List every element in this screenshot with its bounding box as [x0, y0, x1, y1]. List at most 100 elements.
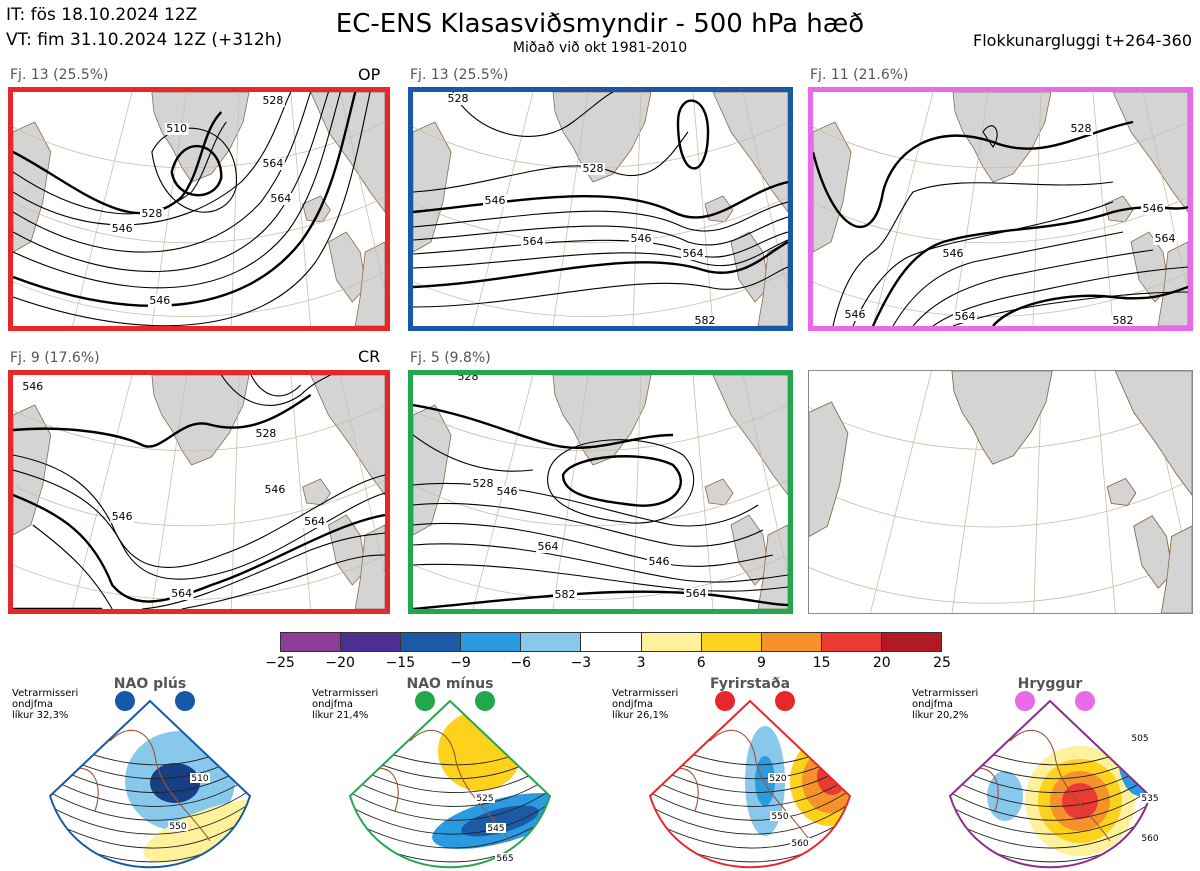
height-contour-major	[13, 394, 312, 448]
contour-label: 564	[304, 515, 325, 528]
contour-label: 510	[166, 122, 187, 135]
cluster-map-4: 546 528 546 546 564 564	[8, 370, 390, 614]
regime-note-line: ondjfma	[12, 699, 53, 710]
colorbar-tick-label: 20	[872, 655, 891, 671]
contour-label: 564	[955, 310, 976, 323]
graticule-line	[151, 375, 187, 609]
panel-4-tag: CR	[358, 347, 381, 366]
contour-label-bg	[139, 208, 164, 220]
graticule-line	[632, 92, 642, 326]
graticule-line	[632, 375, 642, 609]
contour-label: 546	[631, 232, 652, 245]
contour-label: 528	[458, 375, 479, 383]
height-contour	[13, 92, 292, 226]
graticule-line	[13, 554, 385, 600]
height-contour	[413, 216, 788, 246]
colorbar-cell	[401, 633, 462, 651]
regime-note: Vetrarmisseri ondjfma líkur 21,4%	[312, 688, 378, 721]
regime-frame	[348, 699, 552, 869]
regime-map: 505 535 560	[948, 691, 1160, 869]
regime-marker-dot	[175, 691, 195, 711]
graticule-line	[13, 404, 385, 452]
regime-4: 505 535 560 Hryggur Vetrarmisseri ondjfma líku…	[900, 676, 1200, 871]
height-contour	[413, 502, 764, 547]
height-contour	[832, 181, 1114, 326]
height-contour	[952, 291, 1188, 326]
regime-note-line: ondjfma	[612, 699, 653, 710]
graticule-line	[230, 92, 240, 326]
empty-map-panel	[808, 370, 1193, 614]
regime-contour	[50, 782, 250, 821]
landmass	[809, 401, 849, 537]
graticule-line	[742, 375, 788, 576]
page-title: EC-ENS Klasasviðsmyndir - 500 hPa hæð	[335, 9, 865, 39]
height-contour	[982, 125, 998, 148]
colorbar-tick-label: 15	[812, 655, 831, 671]
regime-marker-dot	[415, 691, 435, 711]
contour-label: 528	[263, 94, 284, 107]
graticule-line	[413, 404, 788, 452]
contour-label-bg	[536, 541, 560, 553]
graticule-line	[952, 92, 989, 326]
colorbar-cell	[701, 633, 762, 651]
contour-label-bg	[471, 478, 495, 490]
contour-label-bg	[581, 163, 605, 175]
contour-label: 546	[943, 247, 964, 260]
colorbar-tick-label: 6	[696, 655, 706, 671]
cluster-map-2: 528 546 546 564 564 582 528	[408, 87, 793, 331]
contour-label: 564	[270, 192, 291, 205]
height-contour-major	[992, 285, 1188, 326]
colorbar-cell	[461, 633, 522, 651]
graticule-line	[1032, 92, 1042, 326]
contour-label: 564	[1155, 232, 1176, 245]
init-time: IT: fös 18.10.2024 12Z	[6, 5, 198, 25]
contour-label-bg	[553, 589, 577, 601]
regime-contour	[650, 795, 850, 835]
colorbar-tick-label: −3	[570, 655, 592, 671]
contour-label: 582	[555, 588, 576, 601]
contour-label-bg	[1111, 315, 1135, 326]
regime-contour	[350, 769, 550, 807]
height-contour	[413, 239, 788, 269]
contour-label: 582	[1113, 314, 1134, 326]
graticule-line	[809, 479, 1192, 528]
graticule-line	[290, 375, 311, 609]
contour-label: 564	[683, 247, 704, 260]
contour-label-bg	[110, 223, 135, 235]
panel-1-label: Fj. 13 (25.5%)	[10, 67, 109, 83]
contour-label-bg	[456, 375, 480, 383]
landmass	[151, 92, 250, 183]
height-contour	[413, 131, 689, 193]
regime-map: 510 550	[48, 691, 252, 869]
contour-label: 564	[686, 587, 707, 600]
height-contour	[13, 92, 329, 272]
graticule-line	[552, 375, 589, 609]
landmass	[712, 375, 788, 496]
regime-1: 510 550 NAO plús Vetrarmisseri ondjfma líkur …	[0, 676, 300, 871]
regime-map: 520 550 560	[648, 691, 852, 869]
graticule-line	[742, 92, 788, 293]
contour-label: 582	[695, 314, 716, 326]
contour-label: 546	[264, 483, 285, 496]
contour-label-bg	[681, 248, 705, 260]
landmass	[712, 92, 788, 213]
landmass	[310, 375, 385, 496]
contour-label-bg	[521, 236, 545, 248]
contour-label: 564	[263, 157, 284, 170]
graticule-line	[413, 271, 788, 317]
graticule-line	[692, 375, 714, 609]
map-svg: 528 546 546 564 564 582 546	[813, 92, 1188, 326]
cluster-map-3: 528 546 546 564 564 582 546	[808, 87, 1193, 331]
anomaly-shading	[150, 763, 200, 803]
graticule-line	[1094, 371, 1116, 613]
regime-contour	[650, 782, 850, 821]
landmass	[952, 92, 1052, 183]
contour-label-bg	[268, 193, 293, 205]
contour-label-bg	[843, 309, 867, 321]
height-contour	[912, 249, 1154, 326]
contour-label: 546	[845, 308, 866, 321]
height-contour	[220, 375, 331, 406]
landmass	[151, 375, 250, 466]
regime-title: Fyrirstaða	[709, 676, 791, 692]
landmass	[302, 478, 331, 506]
